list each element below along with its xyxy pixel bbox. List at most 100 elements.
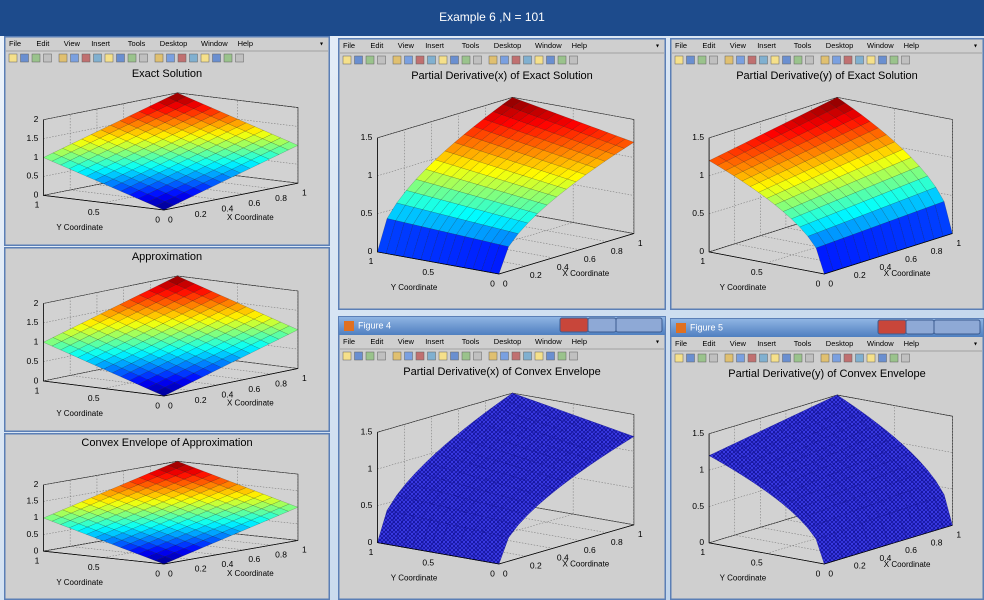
toolbar-button[interactable] <box>177 53 187 63</box>
toolbar-button[interactable] <box>747 353 757 363</box>
toolbar-button[interactable] <box>724 353 734 363</box>
toolbar-button[interactable] <box>878 55 887 65</box>
toolbar-button[interactable] <box>534 55 544 65</box>
toolbar-button[interactable] <box>878 353 887 363</box>
menu-item[interactable]: Window <box>867 339 894 348</box>
toolbar-button[interactable] <box>365 351 375 361</box>
toolbar-button[interactable] <box>404 55 413 65</box>
menu-item[interactable]: Help <box>572 337 587 346</box>
window-button[interactable] <box>933 319 981 335</box>
window-button[interactable] <box>587 317 617 333</box>
toolbar-button[interactable] <box>770 353 780 363</box>
toolbar-button[interactable] <box>805 353 814 363</box>
toolbar-button[interactable] <box>438 55 448 65</box>
menu-item[interactable]: Insert <box>91 39 111 48</box>
toolbar-button[interactable] <box>546 55 555 65</box>
menu-item[interactable]: Help <box>572 41 587 50</box>
toolbar-button[interactable] <box>557 55 567 65</box>
toolbar-button[interactable] <box>500 55 509 65</box>
menu-item[interactable]: File <box>675 41 687 50</box>
toolbar-button[interactable] <box>461 55 471 65</box>
toolbar-button[interactable] <box>377 55 386 65</box>
toolbar-button[interactable] <box>473 55 482 65</box>
toolbar-button[interactable] <box>820 353 830 363</box>
menu-item[interactable]: Window <box>201 39 228 48</box>
toolbar-button[interactable] <box>392 351 402 361</box>
toolbar-button[interactable] <box>736 353 745 363</box>
toolbar-button[interactable] <box>81 53 91 63</box>
menu-item[interactable]: Tools <box>794 339 812 348</box>
toolbar-button[interactable] <box>365 55 375 65</box>
menu-item[interactable]: Edit <box>370 41 384 50</box>
menu-item[interactable]: Edit <box>702 339 716 348</box>
toolbar-button[interactable] <box>342 351 352 361</box>
toolbar-button[interactable] <box>354 55 363 65</box>
toolbar-button[interactable] <box>855 55 864 65</box>
toolbar-button[interactable] <box>212 53 221 63</box>
menu-item[interactable]: View <box>398 337 415 346</box>
menu-item[interactable]: View <box>398 41 415 50</box>
toolbar-button[interactable] <box>473 351 482 361</box>
toolbar-button[interactable] <box>793 55 803 65</box>
toolbar-button[interactable] <box>8 53 18 63</box>
menu-item[interactable]: Insert <box>757 41 777 50</box>
toolbar-button[interactable] <box>523 55 532 65</box>
window-button[interactable] <box>559 317 589 333</box>
toolbar-button[interactable] <box>674 353 684 363</box>
toolbar-button[interactable] <box>415 55 425 65</box>
toolbar-button[interactable] <box>415 351 425 361</box>
toolbar-button[interactable] <box>832 353 841 363</box>
menu-item[interactable]: Desktop <box>160 39 188 48</box>
toolbar-button[interactable] <box>342 55 352 65</box>
toolbar-button[interactable] <box>697 353 707 363</box>
toolbar-button[interactable] <box>557 351 567 361</box>
toolbar-button[interactable] <box>450 55 459 65</box>
menu-item[interactable]: Help <box>904 339 919 348</box>
window-button[interactable] <box>615 317 663 333</box>
menu-item[interactable]: Desktop <box>826 41 854 50</box>
toolbar-button[interactable] <box>461 351 471 361</box>
toolbar-button[interactable] <box>534 351 544 361</box>
toolbar-button[interactable] <box>709 353 718 363</box>
toolbar-button[interactable] <box>438 351 448 361</box>
menu-item[interactable]: View <box>730 41 747 50</box>
menu-item[interactable]: File <box>9 39 21 48</box>
menu-item[interactable]: Window <box>867 41 894 50</box>
toolbar-button[interactable] <box>139 53 148 63</box>
toolbar-button[interactable] <box>377 351 386 361</box>
toolbar-button[interactable] <box>70 53 79 63</box>
toolbar-button[interactable] <box>569 55 578 65</box>
menu-item[interactable]: Tools <box>128 39 146 48</box>
toolbar-button[interactable] <box>127 53 137 63</box>
toolbar-button[interactable] <box>866 353 876 363</box>
toolbar-button[interactable] <box>686 55 695 65</box>
toolbar-button[interactable] <box>31 53 41 63</box>
menu-item[interactable]: Window <box>535 337 562 346</box>
toolbar-button[interactable] <box>759 55 768 65</box>
toolbar-button[interactable] <box>511 55 521 65</box>
toolbar-button[interactable] <box>889 353 899 363</box>
toolbar-button[interactable] <box>724 55 734 65</box>
menu-item[interactable]: Desktop <box>494 41 522 50</box>
toolbar-button[interactable] <box>686 353 695 363</box>
menu-item[interactable]: Desktop <box>826 339 854 348</box>
toolbar-button[interactable] <box>546 351 555 361</box>
menu-item[interactable]: Edit <box>36 39 50 48</box>
menu-item[interactable]: Tools <box>794 41 812 50</box>
menu-item[interactable]: Tools <box>462 337 480 346</box>
menu-item[interactable]: File <box>675 339 687 348</box>
toolbar-button[interactable] <box>450 351 459 361</box>
toolbar-button[interactable] <box>569 351 578 361</box>
toolbar-button[interactable] <box>354 351 363 361</box>
menu-item[interactable]: Tools <box>462 41 480 50</box>
toolbar-button[interactable] <box>20 53 29 63</box>
toolbar-button[interactable] <box>166 53 175 63</box>
toolbar-button[interactable] <box>154 53 164 63</box>
toolbar-button[interactable] <box>759 353 768 363</box>
toolbar-button[interactable] <box>770 55 780 65</box>
toolbar-button[interactable] <box>866 55 876 65</box>
toolbar-button[interactable] <box>709 55 718 65</box>
toolbar-button[interactable] <box>223 53 233 63</box>
menu-item[interactable]: File <box>343 41 355 50</box>
menu-item[interactable]: Edit <box>702 41 716 50</box>
